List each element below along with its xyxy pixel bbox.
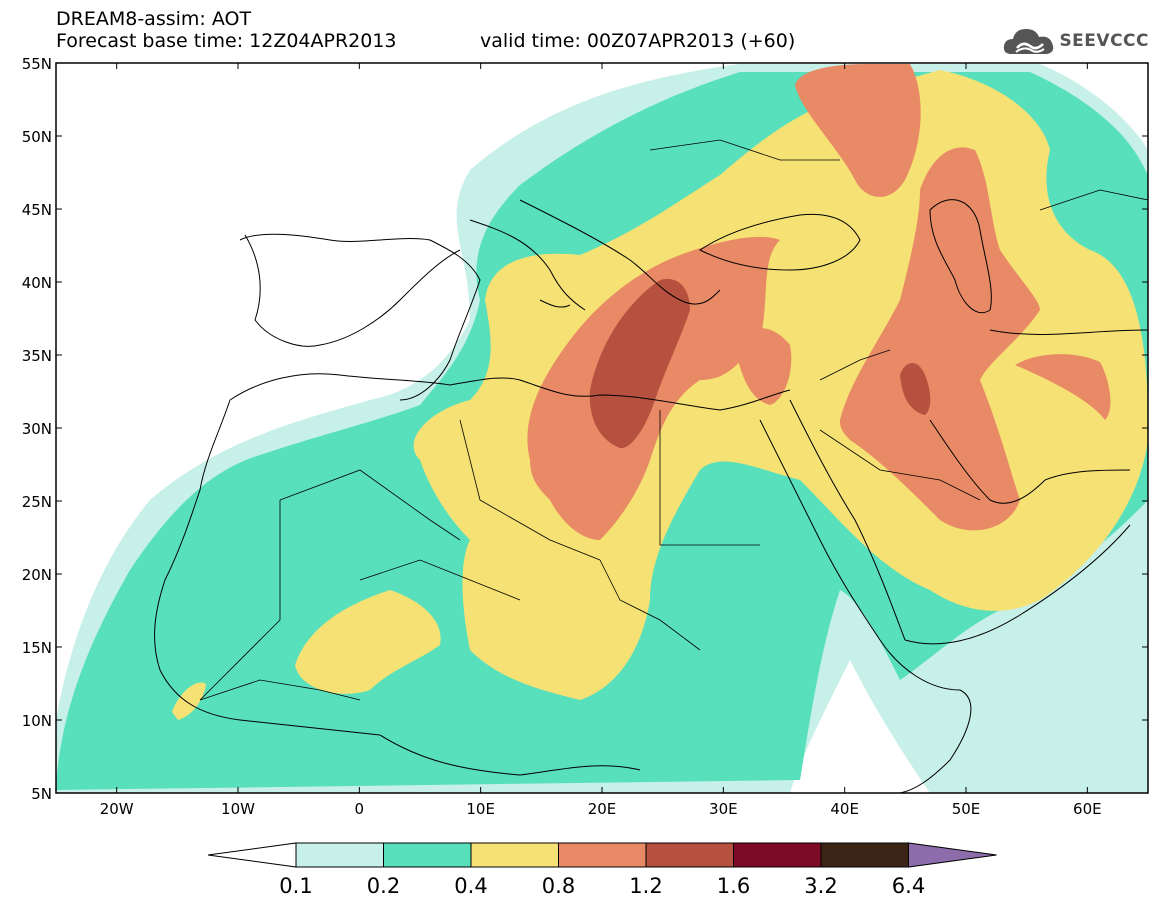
border-west-africa <box>199 679 361 701</box>
coast-balkans <box>519 199 721 305</box>
aot-band-1.2-east <box>900 362 931 415</box>
latitude-labels: 55N 50N 45N 40N 35N 30N 25N 20N 15N 10N 5N <box>22 55 52 803</box>
colorbar-label: 1.2 <box>629 874 662 898</box>
coast-horn-africa <box>879 639 972 793</box>
map-title: DREAM8-assim: AOT <box>56 8 252 30</box>
coast-black-sea <box>699 213 861 271</box>
coast-west-africa <box>154 399 381 736</box>
border-sahara-1 <box>199 500 281 701</box>
aot-band-0.8-levant <box>735 328 792 405</box>
lon-label: 60E <box>1073 800 1102 818</box>
colorbar-segment <box>383 842 472 868</box>
aot-band-0.4-guinea-patch <box>172 682 206 720</box>
lon-label: 50E <box>952 800 981 818</box>
aot-band-0.8-north <box>795 64 921 197</box>
border-sudan <box>599 559 701 651</box>
coast-europe-west <box>239 233 481 401</box>
axis-ticks <box>56 62 1148 794</box>
lat-label: 15N <box>22 639 52 657</box>
seevccc-logo: SEEVCCC <box>1003 24 1149 58</box>
coast-caspian <box>929 199 992 313</box>
lat-label: 20N <box>22 566 52 584</box>
colorbar-label: 6.4 <box>892 874 925 898</box>
country-borders <box>199 139 1148 701</box>
border-ukraine <box>649 139 840 161</box>
aot-band-1.2 <box>589 279 690 449</box>
lat-label: 40N <box>22 274 52 292</box>
lat-label: 5N <box>31 785 52 803</box>
colorbar-arrow-low <box>207 842 297 868</box>
coast-persian-gulf <box>929 419 1046 504</box>
longitude-labels: 20W 10W 0 10E 20E 30E 40E 50E 60E <box>100 800 1102 818</box>
colorbar-label: 0.8 <box>542 874 575 898</box>
coast-arabia-south <box>904 524 1131 645</box>
border-libya-egypt <box>659 410 760 546</box>
lon-label: 20W <box>100 800 134 818</box>
lat-label: 35N <box>22 347 52 365</box>
lat-label: 30N <box>22 420 52 438</box>
colorbar-label: 0.4 <box>454 874 487 898</box>
border-sahara-3 <box>459 419 601 561</box>
colorbar-label: 0.2 <box>367 874 400 898</box>
coast-iberia <box>244 234 461 347</box>
lon-label: 20E <box>588 800 617 818</box>
lon-label: 10W <box>221 800 255 818</box>
aot-band-0.8-arabia <box>1015 354 1111 420</box>
lon-label: 10E <box>466 800 495 818</box>
aot-band-0.4-west-patch <box>295 590 441 694</box>
border-mali-niger <box>359 559 521 601</box>
lat-label: 55N <box>22 55 52 73</box>
lon-label: 0 <box>355 800 365 818</box>
colorbar-segment <box>733 842 822 868</box>
coastlines <box>154 199 1148 793</box>
coast-iran <box>989 329 1148 481</box>
colorbar-segment <box>558 842 647 868</box>
colorbar-label: 1.6 <box>717 874 750 898</box>
lat-label: 50N <box>22 128 52 146</box>
forecast-base-time: Forecast base time: 12Z04APR2013 <box>56 30 397 52</box>
logo-text: SEEVCCC <box>1059 31 1149 51</box>
lon-label: 30E <box>709 800 738 818</box>
aot-band-0.8-east <box>840 147 1040 531</box>
coast-italy <box>469 219 586 311</box>
coast-red-sea <box>759 419 881 641</box>
cloud-icon <box>1004 29 1054 54</box>
colorbar-segment <box>645 842 734 868</box>
lat-label: 45N <box>22 201 52 219</box>
coast-gulf-guinea <box>379 734 641 776</box>
colorbar-segment <box>295 842 384 868</box>
border-iraq <box>819 349 891 381</box>
colorbar-segment <box>470 842 559 868</box>
colorbar-segment <box>820 842 909 868</box>
colorbar-label: 0.1 <box>279 874 312 898</box>
coast-north-africa <box>229 373 791 411</box>
lat-label: 25N <box>22 493 52 511</box>
lat-label: 10N <box>22 712 52 730</box>
coast-red-sea-east <box>789 399 906 641</box>
border-kazakh <box>1039 189 1148 211</box>
lon-label: 40E <box>830 800 859 818</box>
valid-time: valid time: 00Z07APR2013 (+60) <box>480 30 796 52</box>
colorbar: 0.1 0.2 0.4 0.8 1.2 1.6 3.2 6.4 <box>207 842 997 898</box>
colorbar-label: 3.2 <box>804 874 837 898</box>
border-arabia <box>819 429 981 501</box>
aot-field <box>56 63 1148 793</box>
border-sahara-2 <box>279 469 461 541</box>
colorbar-arrow-high <box>908 842 997 868</box>
